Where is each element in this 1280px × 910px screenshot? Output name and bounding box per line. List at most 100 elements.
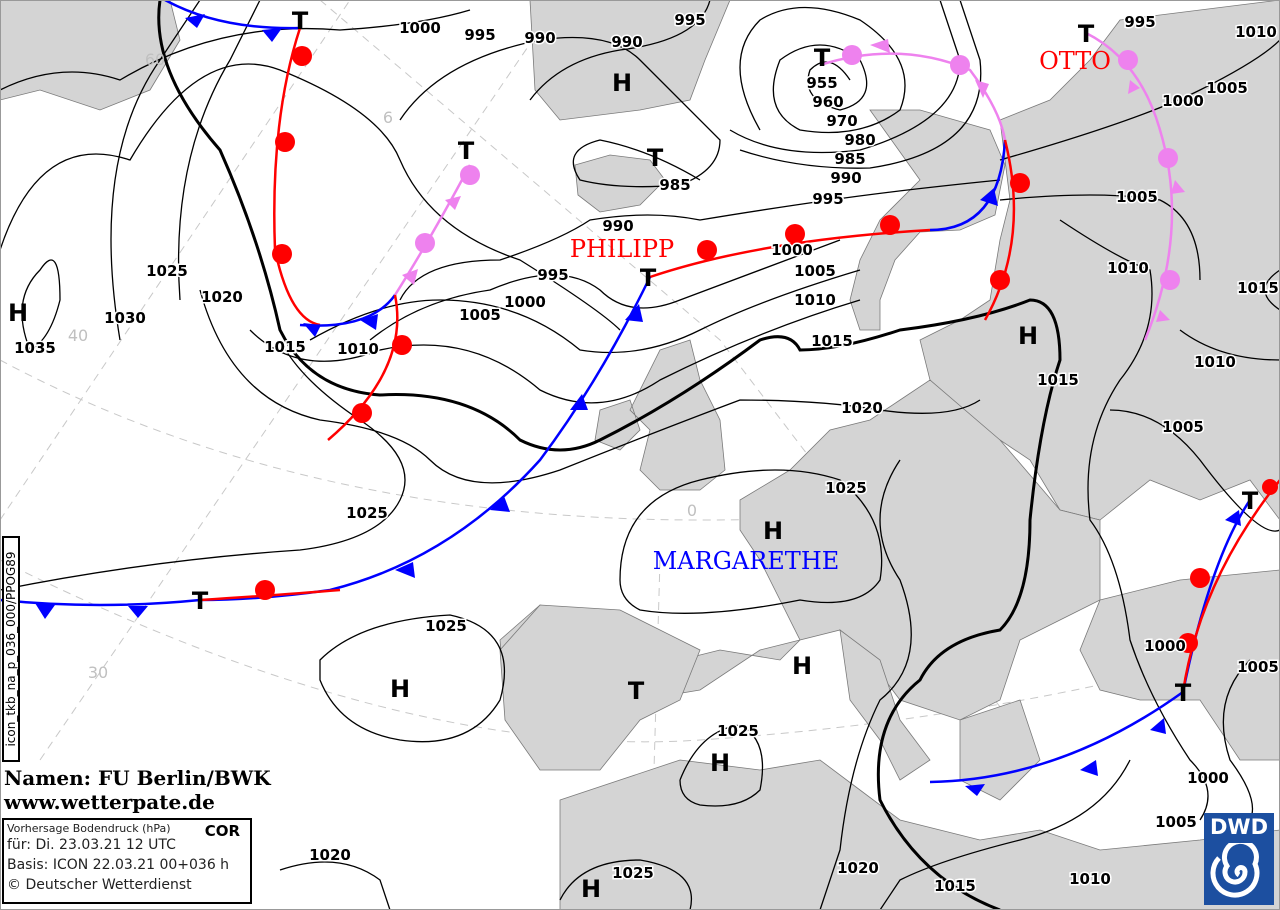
iberia — [499, 604, 701, 771]
isobar-label: 1000 — [399, 19, 441, 37]
latitude-label: 6 — [383, 108, 393, 127]
product-code-tag: icon_tkb_na_p_036_000/PPOG89 — [2, 536, 20, 762]
info-title: Vorhersage Bodendruck (hPa) — [7, 822, 171, 835]
isobar-label: 1000 — [1187, 769, 1229, 787]
low-pressure-center: T — [628, 677, 645, 705]
isobar-label: 1005 — [459, 306, 501, 324]
low-pressure-center: T — [1175, 679, 1192, 707]
isobar-label: 980 — [844, 131, 875, 149]
north-africa — [559, 759, 1280, 910]
high-pressure-center: H — [8, 299, 28, 327]
isobar-label: 1005 — [1206, 79, 1248, 97]
isobar-label: 1010 — [1194, 353, 1236, 371]
forecast-info-box: Vorhersage Bodendruck (hPa) COR für: Di.… — [2, 818, 252, 904]
isobar-label: 1000 — [1144, 637, 1186, 655]
latitude-label: 40 — [68, 326, 88, 345]
high-pressure-center: H — [390, 675, 410, 703]
dwd-logo-text: DWD — [1209, 815, 1269, 839]
high-pressure-center: H — [792, 652, 812, 680]
isobar-label: 1000 — [1162, 92, 1204, 110]
isobar-label: 1010 — [337, 340, 379, 358]
longitude-label: 0 — [687, 501, 697, 520]
low-pressure-center: T — [1242, 487, 1259, 515]
fronts — [0, 0, 1280, 796]
isobar-label: 995 — [812, 190, 843, 208]
model-basis: Basis: ICON 22.03.21 00+036 h — [7, 857, 230, 873]
isobar-label: 970 — [826, 112, 857, 130]
isobar-label: 1005 — [1155, 813, 1197, 831]
cold-front — [929, 499, 1252, 784]
low-pressure-center: T — [647, 144, 664, 172]
cold-front — [164, 0, 301, 30]
low-pressure-center: T — [292, 7, 309, 35]
cold-front — [199, 276, 652, 602]
warm-front — [327, 294, 399, 441]
isobar-label: 1010 — [1107, 259, 1149, 277]
british-isles — [594, 339, 726, 491]
wetterpate-link[interactable]: www.wetterpate.de — [4, 790, 215, 814]
isobar-label: 1025 — [146, 262, 188, 280]
high-pressure-center: H — [581, 875, 601, 903]
occlusion-symbols — [402, 39, 1185, 322]
cold-front-symbols — [35, 14, 1241, 796]
isobar-label: 1000 — [771, 241, 813, 259]
isobar-label: 995 — [1124, 13, 1155, 31]
occlusion — [393, 164, 472, 296]
isobar-label: 1010 — [1069, 870, 1111, 888]
isobar-label: 1015 — [1237, 279, 1279, 297]
isobar-label: 1010 — [794, 291, 836, 309]
isobar-label: 995 — [464, 26, 495, 44]
isobar-label: 990 — [611, 33, 642, 51]
isobar-label: 1020 — [837, 859, 879, 877]
isobar-label: 990 — [602, 217, 633, 235]
warm-front — [1181, 479, 1280, 693]
copyright: © Deutscher Wetterdienst — [7, 877, 192, 893]
high-pressure-center: H — [710, 749, 730, 777]
low-pressure-center: T — [192, 587, 209, 615]
isobar-label: 1005 — [1162, 418, 1204, 436]
high-name-margarethe: MARGARETHE — [653, 547, 840, 575]
isobar-label: 1000 — [504, 293, 546, 311]
isobar-label: 990 — [524, 29, 555, 47]
isobar-label: 1025 — [717, 722, 759, 740]
isobar-label: 995 — [674, 11, 705, 29]
latitude-label: 30 — [88, 663, 108, 682]
turkey-middle-east — [1079, 569, 1280, 761]
low-name-otto: OTTO — [1039, 47, 1111, 75]
cold-front — [929, 139, 1007, 232]
low-pressure-center: T — [458, 137, 475, 165]
isobar-label: 985 — [834, 150, 865, 168]
svalbard-norway — [849, 109, 1006, 331]
low-pressure-center: T — [640, 264, 657, 292]
warm-front — [199, 588, 341, 602]
high-pressure-center: H — [612, 69, 632, 97]
correction-flag: COR — [204, 822, 240, 840]
isobar-label: 1025 — [612, 864, 654, 882]
isobar-label: 990 — [830, 169, 861, 187]
isobar-label: 985 — [659, 176, 690, 194]
isobar-label: 960 — [812, 93, 843, 111]
isobar-label: 995 — [537, 266, 568, 284]
high-pressure-center: H — [763, 517, 783, 545]
warm-front-symbols — [255, 46, 1278, 653]
naming-credit: Namen: FU Berlin/BWK www.wetterpate.de — [4, 766, 271, 814]
isobar-label: 1015 — [1037, 371, 1079, 389]
product-code: icon_tkb_na_p_036_000/PPOG89 — [4, 551, 18, 747]
isobar-label: 1005 — [1116, 188, 1158, 206]
low-name-philipp: PHILIPP — [570, 235, 674, 263]
isobar-label: 955 — [806, 74, 837, 92]
iceland — [574, 154, 666, 213]
isobar-label: 1025 — [425, 617, 467, 635]
greenland — [529, 0, 731, 121]
warm-front — [273, 27, 321, 327]
isobar-label: 1015 — [264, 338, 306, 356]
isobar-label: 1020 — [201, 288, 243, 306]
dwd-logo: DWD — [1204, 813, 1274, 905]
isobar-label: 1005 — [1237, 658, 1279, 676]
valid-time: für: Di. 23.03.21 12 UTC — [7, 837, 176, 853]
warm-front — [983, 139, 1016, 321]
isobar-label: 1035 — [14, 339, 56, 357]
cold-front — [0, 598, 201, 607]
